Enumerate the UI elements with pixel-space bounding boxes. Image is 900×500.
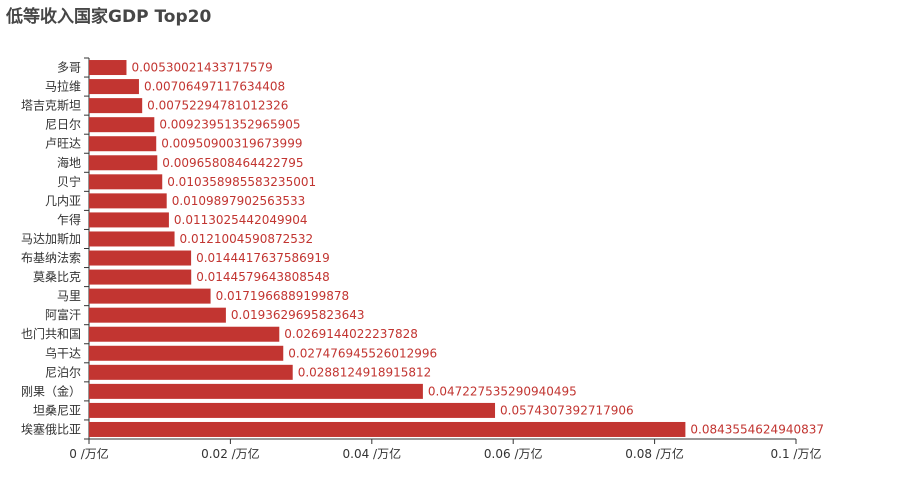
y-tick-label: 布基纳法索 <box>21 251 81 265</box>
bar <box>89 364 293 380</box>
y-tick-label: 刚果（金） <box>21 383 81 398</box>
data-label: 0.0193629695823643 <box>231 308 365 322</box>
bar <box>89 345 284 361</box>
bar <box>89 60 127 76</box>
bar <box>89 383 423 399</box>
data-label: 0.00923951352965905 <box>159 118 300 132</box>
y-tick-label: 也门共和国 <box>21 326 81 341</box>
data-label: 0.010358985583235001 <box>167 175 316 189</box>
data-label: 0.0843554624940837 <box>690 422 824 436</box>
data-label: 0.047227535290940495 <box>428 384 577 398</box>
chart-title: 低等收入国家GDP Top20 <box>6 7 212 27</box>
bar <box>89 231 175 247</box>
y-tick-label: 坦桑尼亚 <box>33 403 81 417</box>
x-tick-label: 0 /万亿 <box>69 446 109 461</box>
y-tick-label: 乌干达 <box>45 345 81 360</box>
bar <box>89 307 226 323</box>
y-tick-label: 几内亚 <box>45 194 81 208</box>
y-tick-label: 马里 <box>57 289 81 303</box>
y-tick-label: 多哥 <box>57 61 81 75</box>
data-label: 0.027476945526012996 <box>288 346 437 360</box>
data-label: 0.00752294781012326 <box>147 99 288 113</box>
bar <box>89 326 280 342</box>
bar <box>89 193 167 209</box>
data-label: 0.0269144022237828 <box>284 327 418 341</box>
y-tick-label: 尼泊尔 <box>45 364 81 379</box>
data-label: 0.0121004590872532 <box>180 232 314 246</box>
data-label: 0.00530021433717579 <box>131 61 272 75</box>
x-tick-label: 0.1 /万亿 <box>771 446 822 461</box>
y-tick-label: 马拉维 <box>45 79 81 94</box>
data-label: 0.0144579643808548 <box>196 270 330 284</box>
data-label: 0.0574307392717906 <box>500 403 634 417</box>
data-label: 0.0113025442049904 <box>174 213 308 227</box>
y-tick-label: 贝宁 <box>57 174 81 189</box>
bar <box>89 136 157 152</box>
x-tick-label: 0.02 /万亿 <box>201 446 260 461</box>
y-tick-label: 乍得 <box>57 212 81 227</box>
data-label: 0.00950900319673999 <box>161 137 302 151</box>
bar <box>89 288 211 304</box>
bar <box>89 402 496 418</box>
bar <box>89 421 686 437</box>
bar <box>89 79 139 95</box>
y-tick-label: 埃塞俄比亚 <box>21 421 81 436</box>
bar <box>89 174 163 190</box>
bar <box>89 98 143 114</box>
y-tick-label: 莫桑比克 <box>33 270 81 284</box>
data-label: 0.0109897902563533 <box>172 194 306 208</box>
y-tick-label: 尼日尔 <box>45 117 81 132</box>
y-tick-label: 塔吉克斯坦 <box>21 99 81 113</box>
bar <box>89 155 158 171</box>
data-label: 0.00965808464422795 <box>162 156 303 170</box>
y-tick-label: 马达加斯加 <box>21 232 81 246</box>
y-tick-label: 海地 <box>57 155 81 170</box>
x-tick-label: 0.06 /万亿 <box>484 446 543 461</box>
bar <box>89 212 169 228</box>
data-label: 0.0288124918915812 <box>298 365 432 379</box>
data-label: 0.0171966889199878 <box>216 289 350 303</box>
y-tick-label: 卢旺达 <box>45 136 81 151</box>
bar <box>89 117 155 133</box>
data-label: 0.00706497117634408 <box>144 80 285 94</box>
x-tick-label: 0.08 /万亿 <box>625 446 684 461</box>
data-label: 0.0144417637586919 <box>196 251 330 265</box>
bar <box>89 250 192 266</box>
x-tick-label: 0.04 /万亿 <box>343 446 402 461</box>
bar <box>89 269 192 285</box>
y-tick-label: 阿富汗 <box>45 307 81 322</box>
